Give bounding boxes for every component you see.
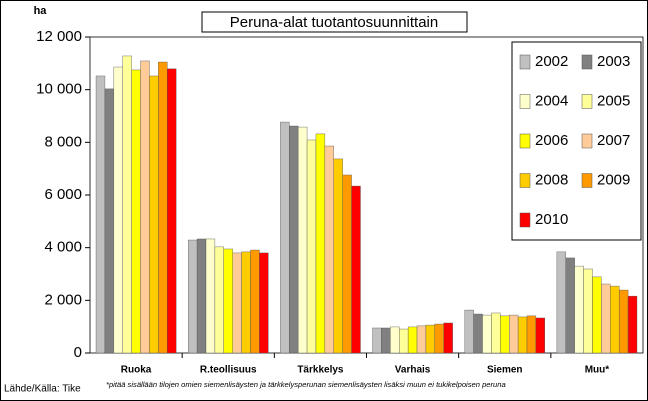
legend-swatch — [519, 173, 531, 188]
bar — [324, 145, 334, 354]
bar — [416, 325, 427, 354]
title-box — [201, 11, 468, 33]
chart-title: Peruna-alat tuotantosuunnittain — [230, 14, 438, 31]
bar — [526, 315, 537, 354]
legend-label: 2008 — [535, 171, 568, 188]
x-tick-label: Tärkkelys — [297, 365, 344, 376]
legend-label: 2002 — [535, 53, 568, 70]
bar — [491, 312, 501, 354]
bar — [372, 327, 382, 354]
legend-swatch — [581, 173, 593, 188]
bar — [592, 276, 602, 354]
bar — [482, 314, 492, 354]
bar — [289, 125, 299, 354]
x-tick-label: Ruoka — [121, 365, 152, 376]
bar — [158, 61, 168, 354]
bar — [390, 326, 400, 354]
bar — [342, 174, 352, 354]
legend-label: 2007 — [597, 132, 630, 149]
bar — [280, 121, 290, 354]
legend-swatch — [519, 94, 531, 109]
footnote: *pitää sisällään tilojen omien siemenlis… — [106, 380, 506, 389]
bar — [223, 248, 233, 354]
y-tick-label: 0 — [74, 344, 82, 361]
bar — [187, 239, 198, 354]
y-tick-label: 6 000 — [44, 186, 82, 203]
bar — [610, 285, 620, 354]
bar — [241, 251, 251, 354]
bar — [618, 289, 629, 354]
bar — [333, 158, 343, 354]
bar — [140, 60, 150, 354]
bar — [149, 75, 159, 354]
bar — [627, 295, 638, 354]
bar — [104, 88, 115, 354]
bar — [95, 75, 106, 354]
bar — [122, 55, 132, 354]
x-tick-label: R.teollisuus — [200, 365, 257, 376]
bar — [434, 323, 444, 354]
bar — [407, 326, 418, 354]
y-tick-label: 4 000 — [44, 239, 82, 256]
bar — [315, 133, 326, 354]
legend-swatch — [519, 133, 531, 149]
bar — [232, 252, 242, 354]
bar — [535, 317, 546, 354]
source: Lähde/Källa: Tike — [4, 384, 81, 395]
bar — [167, 68, 177, 354]
bar — [517, 316, 528, 354]
legend-swatch — [519, 54, 531, 70]
bar — [601, 283, 611, 354]
bar — [500, 315, 510, 354]
legend-box — [511, 41, 642, 241]
legend-label: 2010 — [535, 211, 568, 228]
bar — [464, 309, 474, 354]
bar — [306, 139, 317, 354]
y-axis-label: ha — [34, 5, 48, 17]
legend-swatch — [581, 133, 593, 149]
bar — [473, 313, 483, 354]
bar — [509, 314, 519, 354]
bar — [205, 238, 216, 354]
x-tick-label: Siemen — [487, 365, 523, 376]
y-tick-label: 10 000 — [36, 81, 82, 98]
bar — [425, 324, 436, 354]
legend-swatch — [581, 54, 593, 70]
x-tick-label: Varhais — [395, 365, 431, 376]
bar — [131, 69, 141, 354]
y-tick-label: 8 000 — [44, 133, 82, 150]
y-tick-label: 12 000 — [36, 28, 82, 45]
bar — [196, 238, 207, 354]
legend-label: 2004 — [535, 92, 568, 109]
y-tick-label: 2 000 — [44, 291, 82, 308]
bar — [583, 268, 593, 354]
bar — [565, 257, 575, 354]
legend-label: 2005 — [597, 92, 630, 109]
legend-swatch — [581, 94, 593, 109]
bar — [214, 246, 224, 354]
legend-label: 2009 — [597, 171, 630, 188]
bar — [574, 265, 584, 354]
legend-label: 2006 — [535, 132, 568, 149]
bar — [399, 328, 409, 354]
bar — [351, 185, 361, 354]
bar — [556, 251, 566, 354]
bar — [250, 249, 260, 354]
x-tick-label: Muu* — [585, 365, 610, 376]
legend-label: 2003 — [597, 53, 630, 70]
bar — [381, 327, 391, 354]
bar — [259, 252, 269, 354]
bar — [443, 322, 453, 354]
legend-swatch — [519, 212, 531, 228]
bar — [297, 126, 308, 354]
bar — [113, 66, 123, 354]
